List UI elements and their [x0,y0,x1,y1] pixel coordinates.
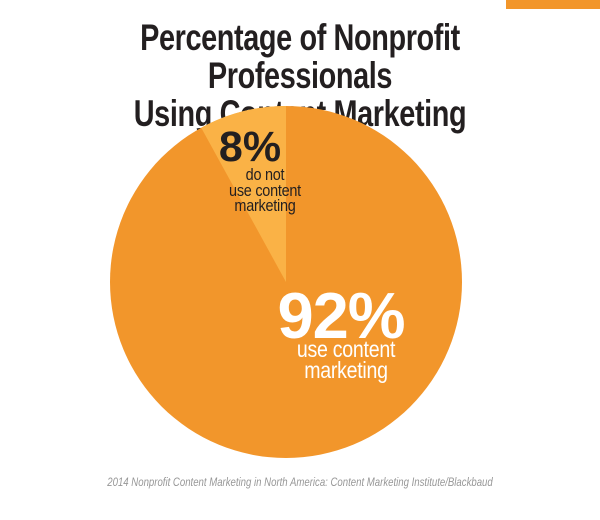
slice-8-caption: do not use content marketing [201,165,329,215]
slice-8-caption-line-2: use content [229,180,301,200]
page-title-line-1: Percentage of Nonprofit Professionals [140,17,460,96]
slice-92-percent-value: 92% [277,279,405,352]
pie-chart-svg [110,106,462,458]
slice-92-caption-line-1: use content [296,336,396,362]
top-right-accent-bar [506,0,600,9]
slice-92-caption: use content marketing [253,336,440,383]
slice-8-percent-value: 8% [218,123,282,171]
page-title: Percentage of Nonprofit Professionals Us… [66,19,534,133]
source-citation: 2014 Nonprofit Content Marketing in Nort… [107,475,493,489]
slice-8-caption-line-1: do not [245,165,285,184]
slice-92-caption-line-2: marketing [304,357,388,383]
pie-slice-do-not-use-content-marketing [201,106,286,282]
slice-8-caption-line-3: marketing [234,196,296,215]
